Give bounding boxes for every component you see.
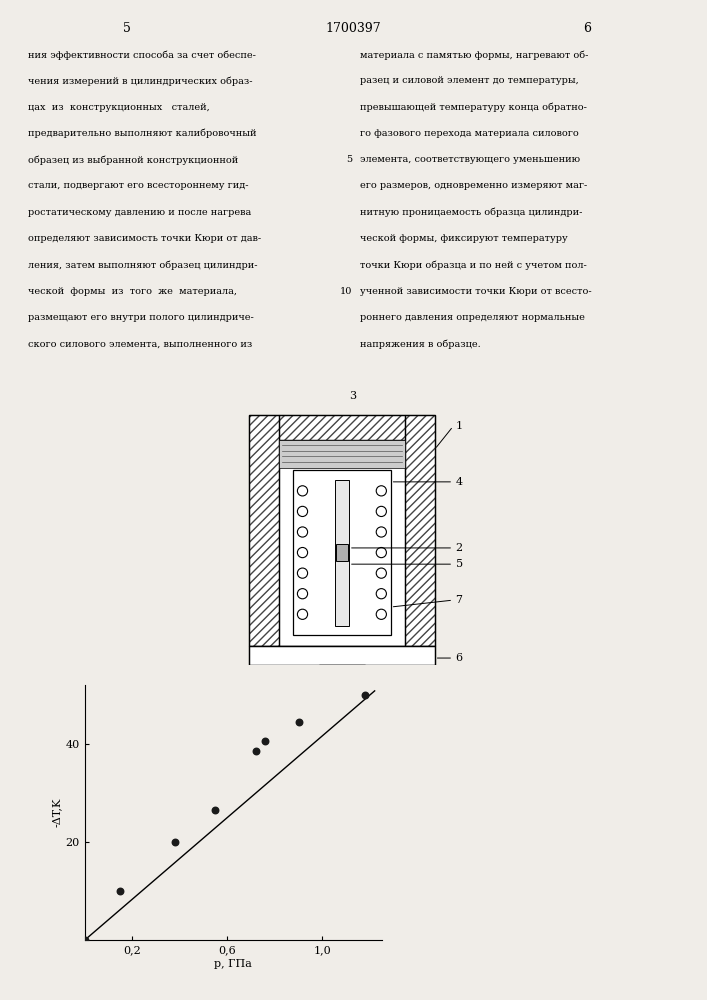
Bar — [249, 415, 435, 646]
Bar — [319, 665, 365, 697]
Text: 10: 10 — [340, 287, 352, 296]
Circle shape — [298, 609, 308, 619]
Circle shape — [298, 589, 308, 599]
Circle shape — [298, 506, 308, 517]
Text: ростатическому давлению и после нагрева: ростатическому давлению и после нагрева — [28, 208, 252, 217]
Point — [259, 733, 271, 749]
Text: 6: 6 — [583, 22, 591, 35]
Bar — [404, 415, 435, 646]
Text: цах  из  конструкционных   сталей,: цах из конструкционных сталей, — [28, 103, 210, 112]
Text: 5: 5 — [123, 22, 132, 35]
Text: 4: 4 — [455, 477, 462, 487]
Bar — [249, 415, 279, 646]
Bar — [249, 646, 435, 665]
Text: 7: 7 — [455, 595, 462, 605]
Circle shape — [298, 547, 308, 558]
Bar — [249, 415, 279, 646]
Text: роннего давления определяют нормальные: роннего давления определяют нормальные — [360, 313, 585, 322]
Text: размещают его внутри полого цилиндриче-: размещают его внутри полого цилиндриче- — [28, 313, 254, 322]
Text: 6: 6 — [455, 653, 462, 663]
Text: 5: 5 — [346, 155, 352, 164]
Circle shape — [376, 547, 387, 558]
Point — [359, 687, 370, 703]
Text: 1: 1 — [455, 421, 462, 431]
Bar — [249, 646, 435, 665]
Circle shape — [376, 609, 387, 619]
Text: ления, затем выполняют образец цилиндри-: ления, затем выполняют образец цилиндри- — [28, 260, 258, 270]
Text: ческой формы, фиксируют температуру: ческой формы, фиксируют температуру — [360, 234, 568, 243]
Text: элемента, соответствующего уменьшению: элемента, соответствующего уменьшению — [360, 155, 580, 164]
Text: определяют зависимость точки Кюри от дав-: определяют зависимость точки Кюри от дав… — [28, 234, 262, 243]
Text: го фазового перехода материала силового: го фазового перехода материала силового — [360, 129, 579, 138]
Text: превышающей температуру конца обратно-: превышающей температуру конца обратно- — [360, 103, 587, 112]
Text: ученной зависимости точки Кюри от всесто-: ученной зависимости точки Кюри от всесто… — [360, 287, 592, 296]
Text: 2: 2 — [455, 543, 462, 553]
Bar — [293, 470, 390, 635]
Bar — [279, 440, 404, 646]
Circle shape — [298, 527, 308, 537]
Point — [170, 834, 181, 850]
Text: точки Кюри образца и по ней с учетом пол-: точки Кюри образца и по ней с учетом пол… — [360, 260, 587, 270]
Text: его размеров, одновременно измеряют маг-: его размеров, одновременно измеряют маг- — [360, 181, 588, 190]
Text: 3: 3 — [349, 391, 356, 401]
Text: чения измерений в цилиндрических образ-: чения измерений в цилиндрических образ- — [28, 76, 253, 86]
Text: Фиг.1: Фиг.1 — [324, 709, 361, 722]
Point — [210, 802, 221, 818]
Text: стали, подвергают его всестороннему гид-: стали, подвергают его всестороннему гид- — [28, 181, 249, 190]
Text: образец из выбранной конструкционной: образец из выбранной конструкционной — [28, 155, 238, 165]
Bar — [404, 415, 435, 646]
Circle shape — [376, 486, 387, 496]
Text: материала с памятью формы, нагревают об-: материала с памятью формы, нагревают об- — [360, 50, 588, 60]
Bar — [319, 665, 365, 697]
Bar — [279, 440, 404, 468]
Circle shape — [376, 506, 387, 517]
Bar — [336, 544, 348, 561]
Text: ния эффективности способа за счет обеспе-: ния эффективности способа за счет обеспе… — [28, 50, 256, 60]
Circle shape — [376, 589, 387, 599]
Text: разец и силовой элемент до температуры,: разец и силовой элемент до температуры, — [360, 76, 579, 85]
Point — [115, 883, 126, 899]
Circle shape — [376, 568, 387, 578]
Bar — [319, 665, 365, 697]
Text: 1700397: 1700397 — [326, 22, 381, 35]
Bar — [279, 415, 404, 440]
Text: 5: 5 — [455, 559, 462, 569]
Circle shape — [298, 486, 308, 496]
Bar — [279, 415, 404, 440]
Circle shape — [298, 568, 308, 578]
Text: предварительно выполняют калибровочный: предварительно выполняют калибровочный — [28, 129, 257, 138]
Point — [293, 714, 304, 730]
Point — [250, 743, 262, 759]
X-axis label: р, ГПа: р, ГПа — [214, 959, 252, 969]
Bar — [335, 480, 349, 626]
Text: напряжения в образце.: напряжения в образце. — [360, 339, 481, 349]
Point — [79, 932, 90, 948]
Bar — [249, 646, 435, 665]
Text: нитную проницаемость образца цилиндри-: нитную проницаемость образца цилиндри- — [360, 208, 583, 217]
Y-axis label: -ΔT,K: -ΔT,K — [52, 798, 62, 827]
Text: ческой  формы  из  того  же  материала,: ческой формы из того же материала, — [28, 287, 238, 296]
Circle shape — [376, 527, 387, 537]
Text: ского силового элемента, выполненного из: ского силового элемента, выполненного из — [28, 339, 252, 348]
